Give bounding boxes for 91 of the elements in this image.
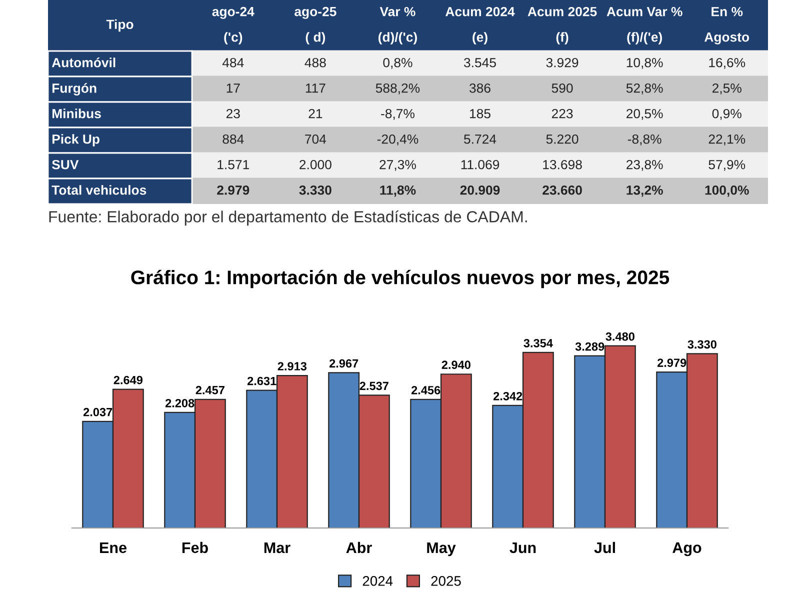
- text: (d)/('c): [378, 32, 417, 44]
- text: 704: [305, 134, 326, 144]
- text: 11,8%: [380, 185, 416, 197]
- data-label: 3.289: [575, 342, 604, 351]
- text: 484: [222, 58, 244, 68]
- text: -8,7%: [381, 108, 414, 120]
- text: 22,1%: [708, 134, 746, 146]
- text: 23.660: [542, 185, 582, 195]
- category-label: Acum 2025: [528, 6, 597, 16]
- data-label: 3.354: [524, 338, 553, 348]
- text: 884: [222, 134, 244, 144]
- x-tick-label: Jun: [510, 542, 536, 554]
- chart-title: Gráfico 1: Importación de vehículos nuevos por mes, 2025: [131, 270, 670, 288]
- category-label: SUV: [52, 160, 79, 170]
- text: 20.909: [460, 185, 500, 195]
- data-label: 2.457: [196, 386, 224, 394]
- legend-label: 2025: [431, 576, 461, 586]
- text: 16,6%: [709, 58, 746, 69]
- text: 5.724: [464, 134, 496, 144]
- data-label: 2.631: [247, 376, 276, 386]
- text: -20,4%: [377, 134, 418, 146]
- x-tick-label: May: [427, 542, 456, 556]
- text: 2.000: [300, 160, 332, 170]
- text: (f)/('e): [627, 32, 662, 44]
- category-label: Automóvil: [52, 57, 116, 68]
- text: 23,8%: [626, 160, 663, 171]
- data-label: 2.342: [493, 392, 522, 400]
- data-label: 2.649: [114, 376, 143, 384]
- data-label: 2.208: [165, 398, 194, 408]
- text: 223: [552, 108, 573, 118]
- text: ('c): [224, 32, 242, 44]
- text: 21: [308, 108, 322, 118]
- data-label: 2.913: [278, 362, 307, 370]
- data-label: 2.537: [360, 382, 388, 390]
- category-label: Furgón: [52, 83, 96, 96]
- category-label: Minibus: [52, 108, 101, 118]
- category-label: Acum Var %: [606, 6, 682, 16]
- text: 0,9%: [712, 108, 742, 120]
- text: 100,0%: [705, 185, 749, 197]
- text: (e): [472, 32, 488, 44]
- x-tick-label: Feb: [182, 542, 208, 554]
- text: -8,8%: [628, 134, 662, 146]
- x-tick-label: Jul: [594, 542, 615, 554]
- data-label: 2.456: [411, 386, 440, 394]
- data-label: 3.480: [606, 332, 634, 341]
- text: 11.069: [461, 160, 500, 170]
- data-label: 2.940: [442, 360, 470, 370]
- data-label: 2.037: [83, 408, 112, 416]
- text: Agosto: [704, 32, 750, 44]
- x-tick-label: Ene: [100, 542, 126, 554]
- category-label: Pick Up: [52, 134, 100, 146]
- text: 2.979: [217, 185, 250, 195]
- text: 117: [306, 84, 326, 93]
- text: 17: [226, 84, 240, 93]
- text: 20,5%: [626, 108, 663, 120]
- text: 13.698: [543, 160, 582, 170]
- category-label: Tipo: [106, 19, 134, 32]
- data-label: 2.979: [657, 358, 686, 367]
- category-label: Acum 2024: [445, 6, 515, 16]
- legend-label: 2024: [362, 576, 393, 586]
- text: (f): [556, 32, 568, 44]
- category-label: ago-25: [294, 6, 336, 19]
- text: 13,2%: [626, 185, 663, 197]
- text: 588,2%: [376, 83, 420, 94]
- text: 0,8%: [383, 58, 412, 69]
- text: 57,9%: [708, 160, 746, 171]
- text: 27,3%: [380, 160, 416, 171]
- x-tick-label: Mar: [264, 542, 290, 554]
- data-label: 3.330: [688, 340, 716, 349]
- text: 5.220: [546, 134, 578, 144]
- text: 488: [304, 58, 326, 68]
- category-label: Total vehiculos: [52, 185, 146, 195]
- text: 52,8%: [626, 83, 663, 94]
- x-tick-label: Ago: [672, 542, 702, 556]
- text: 386: [469, 83, 490, 93]
- text: 590: [552, 83, 573, 93]
- x-tick-label: Abr: [346, 542, 372, 554]
- text: 2,5%: [712, 83, 742, 94]
- category-label: En %: [712, 6, 743, 16]
- data-label: 2.967: [329, 359, 358, 368]
- text: 3.929: [546, 58, 578, 68]
- category-label: Var %: [380, 6, 416, 16]
- text: 10,8%: [626, 58, 663, 69]
- text: 23: [226, 108, 240, 118]
- source-note: Fuente: Elaborado por el departamento de Estadísticas de CADAM.: [49, 210, 527, 226]
- text: 3.330: [299, 185, 332, 195]
- text: 3.545: [464, 58, 496, 68]
- category-label: ago-24: [212, 6, 254, 19]
- text: 1.571: [218, 160, 250, 170]
- text: 185: [470, 108, 490, 118]
- text: ( d): [306, 32, 326, 44]
